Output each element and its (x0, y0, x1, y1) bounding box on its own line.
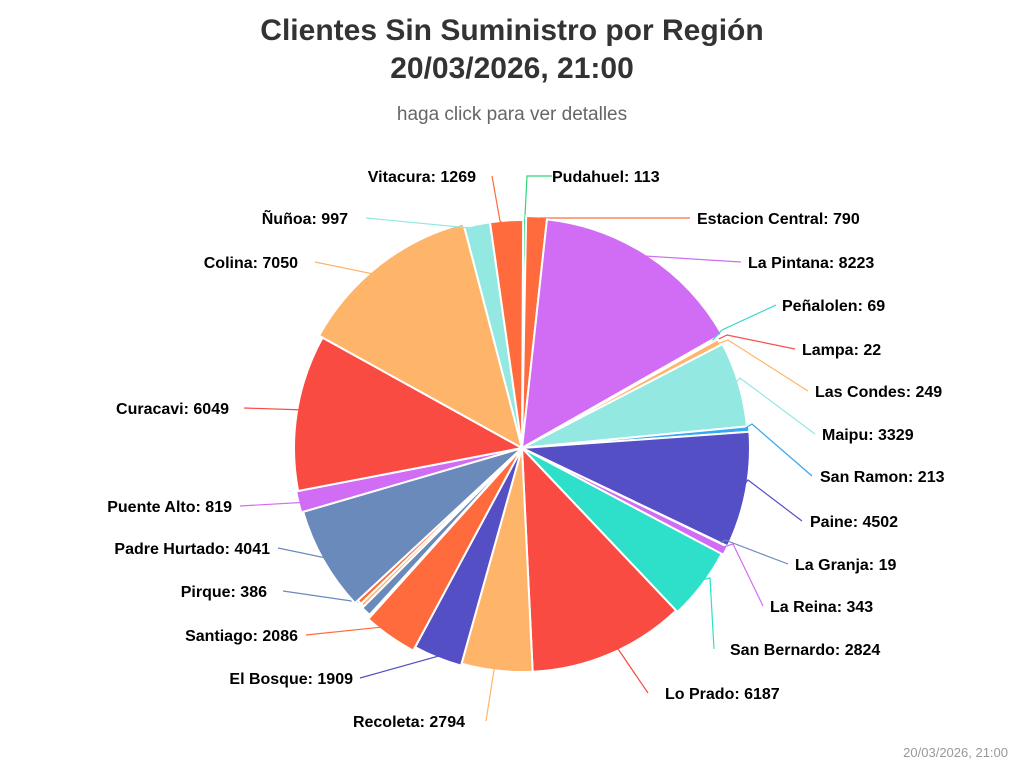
data-label-curacavi: Curacavi: 6049 (116, 401, 229, 418)
slice-lo-prado[interactable] (520, 445, 678, 673)
slice-puente-alto[interactable] (294, 447, 523, 514)
slice-vitacura[interactable] (488, 218, 525, 449)
data-label-santiago: Santiago: 2086 (185, 628, 298, 645)
connector-colina (314, 261, 384, 277)
slice-colina[interactable] (317, 222, 524, 451)
connector-el-bosque (359, 651, 449, 679)
data-label-las-condes: Las Condes: 249 (815, 384, 942, 401)
connector-ñuñoa (365, 217, 479, 231)
connector-la-granja (720, 539, 789, 565)
data-label-recoleta: Recoleta: 2794 (353, 714, 465, 731)
data-label-pirque: Pirque: 386 (181, 584, 267, 601)
connector-recoleta (485, 664, 499, 722)
slice-pirque[interactable] (360, 447, 523, 617)
connector-maipu (732, 377, 816, 435)
connector-vitacura (491, 175, 508, 227)
connector-las-condes (713, 339, 809, 392)
connector-san-ramon (742, 423, 813, 477)
data-label-lo-prado: Lo Prado: 6187 (665, 686, 780, 703)
connector-pudahuel (524, 175, 552, 225)
data-label-padre-hurtado: Padre Hurtado: 4041 (114, 541, 270, 558)
data-label-ñuñoa: Ñuñoa: 997 (262, 208, 348, 228)
connector-puente-alto (239, 499, 311, 507)
data-label-san-ramon: San Ramon: 213 (820, 469, 945, 486)
slice-padre-hurtado[interactable] (301, 447, 523, 605)
connector-estacion-central (535, 217, 690, 223)
chart-subtitle: haga click para ver detalles (396, 104, 628, 125)
data-label-peñalolen: Peñalolen: 69 (782, 298, 885, 315)
data-label-la-reina: La Reina: 343 (770, 599, 873, 616)
slice-curacavi[interactable] (293, 336, 525, 493)
chart-title-line-2: 20/03/2026, 21:00 (390, 52, 634, 85)
footer-timestamp: 20/03/2026, 21:00 (903, 745, 1008, 760)
data-label-vitacura: Vitacura: 1269 (368, 169, 476, 186)
data-label-estacion-central: Estacion Central: 790 (697, 211, 860, 228)
data-label-pudahuel: Pudahuel: 113 (552, 169, 660, 186)
slice-paine[interactable] (518, 430, 751, 548)
chart-title-line-1: Clientes Sin Suministro por Región (260, 14, 764, 47)
connector-peñalolen (711, 304, 777, 342)
slice-santiago[interactable] (366, 447, 523, 652)
data-label-la-granja: La Granja: 19 (795, 557, 896, 574)
connector-padre-hurtado (277, 547, 330, 559)
data-label-puente-alto: Puente Alto: 819 (107, 499, 232, 516)
data-label-san-bernardo: San Bernardo: 2824 (730, 642, 880, 659)
connector-la-reina (719, 543, 764, 607)
chart-title: Clientes Sin Suministro por Región 20/03… (0, 12, 1024, 88)
data-label-la-pintana: La Pintana: 8223 (748, 255, 874, 272)
connector-la-pintana (644, 255, 742, 263)
data-label-maipu: Maipu: 3329 (822, 427, 914, 444)
data-label-el-bosque: El Bosque: 1909 (229, 671, 353, 688)
slice-san-bernardo[interactable] (521, 447, 724, 614)
connector-san-bernardo (696, 577, 715, 650)
connector-pirque (282, 590, 374, 608)
connector-curacavi (243, 407, 307, 414)
connector-santiago (305, 624, 405, 636)
data-label-paine: Paine: 4502 (810, 514, 898, 531)
data-label-lampa: Lampa: 22 (802, 342, 881, 359)
connector-lo-prado (607, 645, 649, 694)
connector-paine (739, 479, 803, 522)
data-label-colina: Colina: 7050 (204, 255, 298, 272)
